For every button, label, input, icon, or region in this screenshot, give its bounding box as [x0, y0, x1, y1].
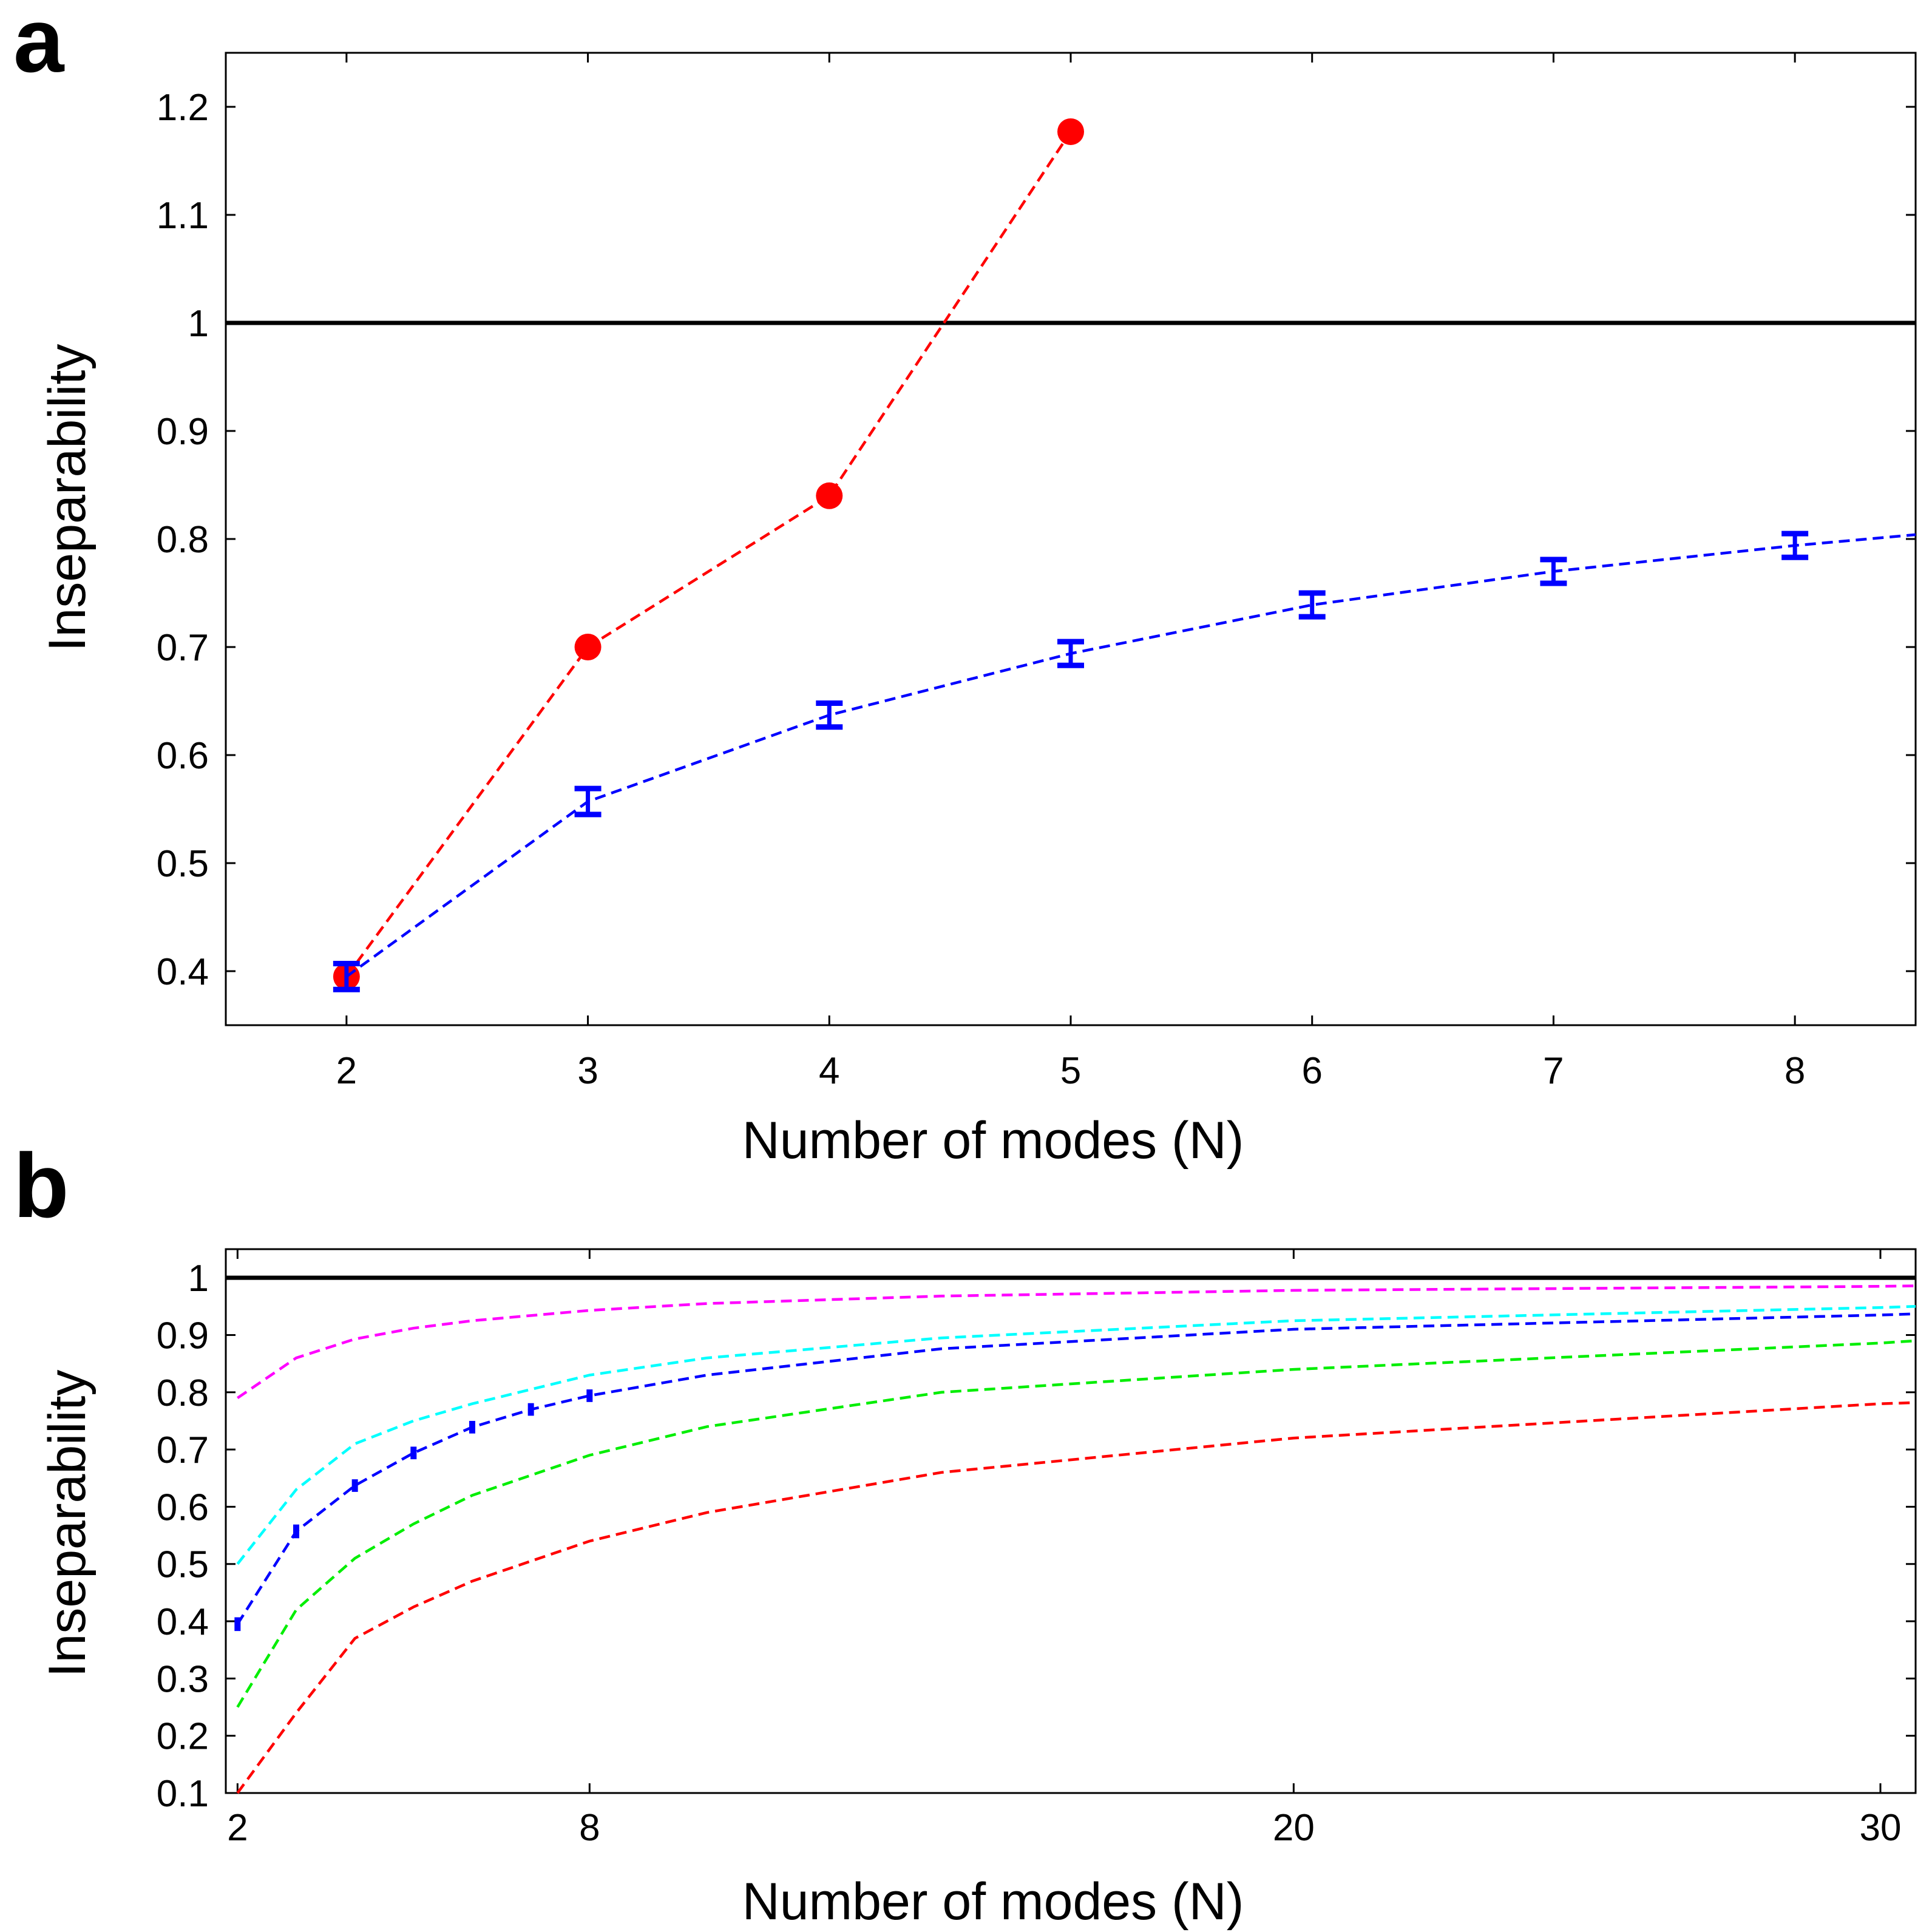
- panel-a-x-tick-label: 4: [819, 1050, 839, 1092]
- panel-a-series-blue-line: [345, 533, 1916, 978]
- panel-b-y-tick-label: 0.4: [157, 1601, 209, 1643]
- panel-b-x-axis-label: Number of modes (N): [742, 1873, 1244, 1931]
- panel-b-y-tick-label: 0.7: [157, 1429, 209, 1471]
- panel-b-y-tick-label: 0.6: [157, 1486, 209, 1528]
- panel-a-y-tick-label: 0.8: [157, 519, 209, 561]
- panel-b-letter: b: [13, 1134, 69, 1236]
- panel-a-series-blue-errorbar: [1298, 590, 1326, 620]
- panel-a-series-red-point: [816, 482, 843, 509]
- panel-a-x-ticks: 2 3 4 5 6 7 8: [336, 53, 1805, 1092]
- panel-b-y-axis-label: Inseparability: [38, 1370, 97, 1678]
- panel-a-y-ticks: 0.4 0.5 0.6 0.7 0.8 0.9 1 1.1 1.2: [157, 87, 1916, 993]
- panel-b-y-tick-label: 0.1: [157, 1773, 209, 1815]
- panel-b-x-tick-label: 2: [227, 1807, 248, 1849]
- panel-a-series-blue-errorbar: [333, 961, 360, 992]
- panel-a-plot-area: [226, 118, 1916, 992]
- panel-a-y-tick-label: 0.5: [157, 843, 209, 885]
- panel-a-x-tick-label: 2: [336, 1050, 357, 1092]
- panel-a-y-tick-label: 0.6: [157, 735, 209, 777]
- panel-b-y-tick-label: 0.5: [157, 1544, 209, 1586]
- panel-a-x-tick-label: 6: [1301, 1050, 1322, 1092]
- panel-a-series-red-line: [345, 130, 1072, 978]
- panel-b-plot-area: [226, 1275, 1916, 1794]
- panel-b-series-red-line: [236, 1401, 1916, 1794]
- panel-b: 0.1 0.2 0.3 0.4 0.5 0.6 0.7 0.8 0.9 1 2 8 20 30 Numb…: [38, 1248, 1917, 1931]
- panel-b-series-green-line: [236, 1339, 1916, 1708]
- panel-a-y-tick-label: 1.2: [157, 87, 209, 129]
- panel-b-series-cyan-line: [236, 1305, 1916, 1565]
- panel-a-y-tick-label: 1.1: [157, 195, 209, 237]
- panel-a-series-red-point: [1057, 118, 1084, 145]
- panel-b-x-tick-label: 20: [1273, 1807, 1315, 1849]
- panel-b-x-tick-label: 8: [579, 1807, 600, 1849]
- panel-b-x-tick-label: 30: [1860, 1807, 1902, 1849]
- panel-b-y-tick-label: 0.3: [157, 1658, 209, 1700]
- panel-a-x-tick-label: 7: [1543, 1050, 1564, 1092]
- panel-a-series-blue-errorbar: [1781, 530, 1809, 560]
- panel-a-x-tick-label: 3: [577, 1050, 598, 1092]
- panel-a-y-tick-label: 0.4: [157, 951, 209, 993]
- panel-a-y-tick-label: 0.9: [157, 411, 209, 453]
- panel-b-frame: [225, 1248, 1917, 1794]
- panel-a-y-axis-label: Inseparability: [38, 344, 97, 652]
- panel-b-x-ticks: 2 8 20 30: [227, 1249, 1901, 1849]
- panel-b-y-tick-label: 1: [188, 1258, 209, 1300]
- panel-a-x-tick-label: 5: [1060, 1050, 1081, 1092]
- panel-b-y-tick-label: 0.8: [157, 1372, 209, 1414]
- panel-b-series-magenta-line: [237, 1284, 1916, 1400]
- panel-a-y-tick-label: 1: [188, 303, 209, 345]
- panel-a-series-blue-errorbar: [1057, 639, 1084, 668]
- panel-a-series-blue-errorbar: [1540, 557, 1567, 586]
- panel-b-y-tick-label: 0.9: [157, 1315, 209, 1357]
- panel-a-letter: a: [13, 0, 65, 91]
- panel-b-series-blue-line: [236, 1312, 1916, 1625]
- panel-a-series-blue-errorbar: [816, 700, 843, 730]
- panel-b-y-ticks: 0.1 0.2 0.3 0.4 0.5 0.6 0.7 0.8 0.9 1: [157, 1258, 1916, 1815]
- panel-a-x-tick-label: 8: [1785, 1050, 1805, 1092]
- panel-a: 0.4 0.5 0.6 0.7 0.8 0.9 1 1.1 1.2 2 3 4 5 6 7 8 Number…: [38, 52, 1917, 1170]
- panel-a-series-red-point: [574, 634, 602, 660]
- panel-a-x-axis-label: Number of modes (N): [742, 1111, 1244, 1170]
- panel-b-y-tick-label: 0.2: [157, 1716, 209, 1758]
- panel-a-series-blue-errorbar: [574, 785, 602, 818]
- panel-a-y-tick-label: 0.7: [157, 627, 209, 669]
